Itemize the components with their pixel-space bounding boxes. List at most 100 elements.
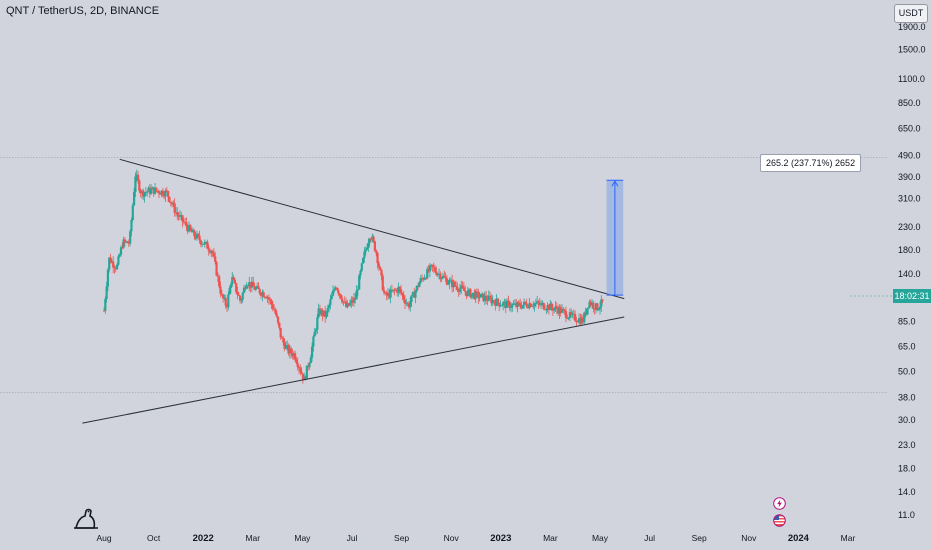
candle bbox=[394, 287, 397, 292]
candle-body bbox=[164, 190, 167, 197]
candle-body bbox=[432, 266, 435, 268]
candle bbox=[210, 249, 213, 257]
candle-body bbox=[163, 195, 166, 197]
candle bbox=[305, 365, 308, 379]
candle-body bbox=[541, 303, 544, 304]
candle-body bbox=[153, 187, 157, 194]
candle-body bbox=[201, 243, 204, 245]
candle bbox=[401, 292, 404, 300]
candle bbox=[589, 299, 592, 307]
candle-body bbox=[109, 257, 112, 263]
candle-body bbox=[456, 286, 459, 290]
candle-body bbox=[572, 313, 575, 315]
candle bbox=[297, 365, 301, 374]
candle bbox=[388, 288, 391, 300]
candle bbox=[204, 241, 208, 245]
y-tick-label: 18.0 bbox=[898, 463, 916, 473]
candle-body bbox=[458, 288, 462, 292]
last-price-countdown-tag: 18:02:31 bbox=[893, 289, 931, 303]
candle bbox=[420, 274, 424, 282]
candle bbox=[164, 188, 167, 203]
candle-body bbox=[198, 235, 201, 241]
candle-body bbox=[176, 212, 179, 215]
candle bbox=[593, 308, 596, 315]
candle bbox=[348, 299, 352, 307]
measure-arrow-head bbox=[611, 180, 619, 187]
candle-body bbox=[300, 371, 303, 374]
candle bbox=[312, 334, 315, 352]
candle-body bbox=[580, 317, 583, 324]
candle-body bbox=[308, 363, 311, 368]
candle-body bbox=[492, 300, 496, 303]
candle-body bbox=[530, 305, 534, 307]
candle-body bbox=[276, 316, 280, 323]
candle bbox=[490, 294, 493, 307]
candle bbox=[598, 301, 602, 315]
symbol-title[interactable]: QNT / TetherUS, 2D, BINANCE bbox=[6, 5, 160, 17]
candle bbox=[130, 217, 133, 237]
lightning-event-icon[interactable] bbox=[773, 497, 786, 510]
candle-body bbox=[156, 190, 159, 192]
candle bbox=[596, 303, 599, 312]
candle-body bbox=[333, 289, 336, 291]
candle bbox=[574, 310, 577, 323]
x-tick-label: Oct bbox=[147, 533, 161, 543]
candle-body bbox=[522, 301, 526, 305]
candle bbox=[160, 190, 163, 197]
y-tick-label: 23.0 bbox=[898, 440, 916, 450]
candle-body bbox=[335, 287, 339, 290]
candle-body bbox=[454, 285, 458, 287]
x-tick-label: 2024 bbox=[788, 533, 810, 544]
candle-body bbox=[180, 215, 183, 217]
candle-body bbox=[520, 306, 523, 309]
trendline-upper bbox=[119, 158, 625, 300]
candle bbox=[228, 285, 231, 295]
candle bbox=[528, 298, 531, 310]
candle bbox=[254, 285, 257, 292]
x-tick-label: May bbox=[592, 533, 609, 543]
candle bbox=[449, 277, 452, 281]
candle bbox=[393, 287, 396, 296]
candle-body bbox=[296, 362, 299, 368]
candle bbox=[150, 184, 153, 196]
y-tick-label: 1900.0 bbox=[898, 22, 926, 32]
candle-body bbox=[261, 292, 264, 296]
candle bbox=[411, 291, 414, 297]
candle-body bbox=[469, 289, 472, 298]
candle bbox=[333, 286, 336, 293]
candle bbox=[488, 291, 492, 299]
candle-body bbox=[208, 250, 212, 253]
candle-body bbox=[557, 309, 560, 314]
tradingview-dino-logo-icon[interactable] bbox=[72, 508, 102, 530]
candle-body bbox=[324, 310, 327, 318]
candle bbox=[261, 289, 264, 302]
candle-body bbox=[249, 282, 252, 288]
x-tick-label: Jul bbox=[347, 533, 358, 543]
candle bbox=[287, 343, 290, 356]
candle bbox=[127, 239, 130, 248]
candle bbox=[355, 285, 358, 300]
candle bbox=[253, 282, 256, 291]
candle bbox=[165, 186, 168, 193]
candle-body bbox=[189, 225, 192, 230]
candle-body bbox=[382, 290, 386, 293]
candle-body bbox=[413, 292, 416, 298]
x-tick-label: Mar bbox=[543, 533, 558, 543]
candle-body bbox=[424, 277, 428, 279]
currency-button[interactable]: USDT bbox=[894, 4, 928, 23]
candle bbox=[147, 186, 150, 192]
candle bbox=[475, 288, 479, 298]
candle bbox=[270, 298, 273, 310]
candle bbox=[424, 276, 428, 280]
candle bbox=[496, 297, 500, 307]
us-flag-event-icon[interactable] bbox=[773, 514, 786, 527]
candle-body bbox=[206, 241, 209, 249]
candle bbox=[384, 291, 387, 295]
candle-body bbox=[444, 277, 447, 279]
candle-body bbox=[161, 190, 164, 196]
candle-body bbox=[331, 290, 335, 296]
candle bbox=[444, 272, 447, 282]
candle-body bbox=[490, 297, 493, 304]
